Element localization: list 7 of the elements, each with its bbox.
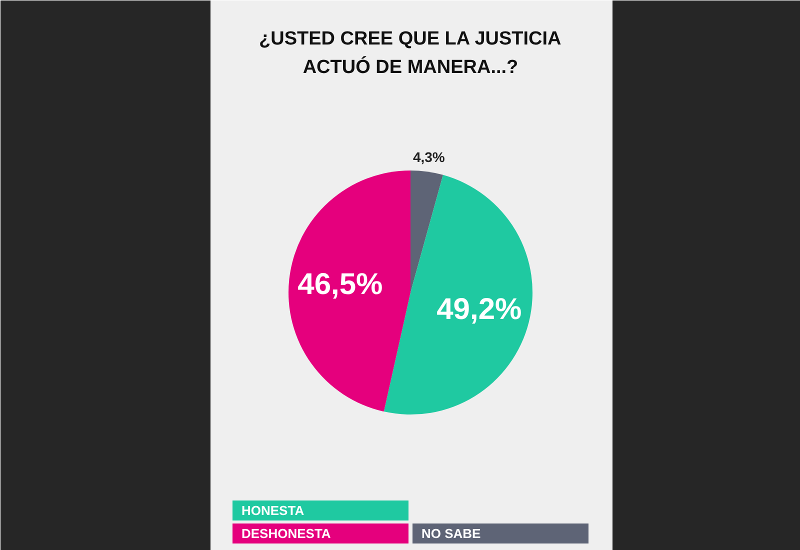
- legend-label: DESHONESTA: [242, 526, 332, 541]
- data-label: 46,5%: [298, 268, 383, 302]
- data-label: 49,2%: [436, 293, 522, 326]
- data-label: 4,3%: [412, 149, 446, 166]
- legend-label: NO SABE: [422, 526, 482, 541]
- legend-label: HONESTA: [242, 503, 305, 518]
- chart-title: ¿USTED CREE QUE LA JUSTICIA ACTUÓ DE MANERA...?: [259, 28, 562, 78]
